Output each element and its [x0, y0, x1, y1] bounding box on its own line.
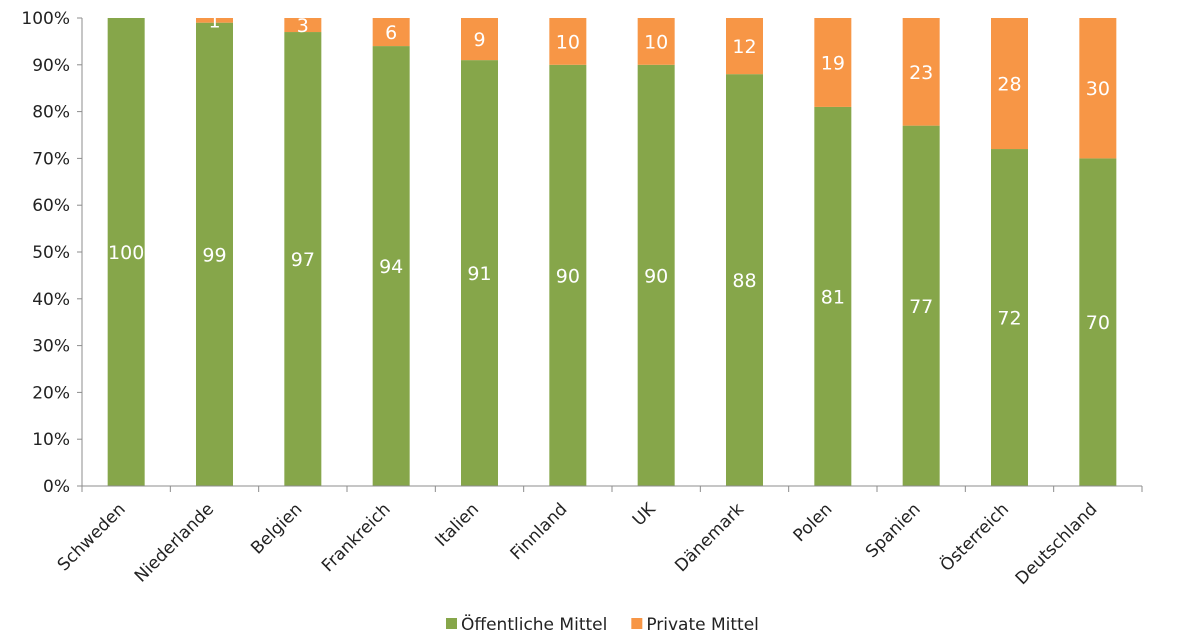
- data-label-private-mittel-polen: 19: [821, 52, 845, 74]
- category-label-frankreich: Frankreich: [318, 499, 395, 576]
- data-label-oeffentliche-mittel-belgien: 97: [291, 249, 315, 271]
- bar-private-mittel-spanien: [902, 18, 940, 126]
- bar-oeffentliche-mittel-spanien: [902, 125, 940, 486]
- data-label-private-mittel-belgien: 3: [297, 15, 309, 37]
- bar-private-mittel-frankreich: [372, 18, 410, 47]
- data-label-oeffentliche-mittel-frankreich: 94: [379, 256, 403, 278]
- data-label-private-mittel-spanien: 23: [909, 62, 933, 84]
- data-label-oeffentliche-mittel-polen: 81: [821, 286, 845, 308]
- data-label-private-mittel-oesterreich: 28: [997, 74, 1021, 96]
- bar-private-mittel-niederlande: [196, 18, 233, 23]
- y-tick-label: 20%: [32, 383, 70, 403]
- x-axis: Schweden Niederlande Belgien Frankreich Ital…: [54, 485, 1143, 589]
- y-tick-label: 100%: [21, 9, 70, 29]
- legend: Öffentliche Mittel Private Mittel: [446, 613, 759, 635]
- bar-private-mittel-oesterreich: [991, 18, 1028, 150]
- category-label-oesterreich: Österreich: [935, 498, 1013, 576]
- bar-private-mittel-uk: [637, 18, 675, 65]
- category-label-finnland: Finnland: [507, 499, 572, 564]
- legend-swatch-private-mittel: [631, 618, 643, 629]
- category-label-deutschland: Deutschland: [1012, 499, 1102, 589]
- category-label-italien: Italien: [432, 499, 483, 550]
- bar-private-mittel-belgien: [284, 18, 322, 33]
- legend-swatch-oeffentliche-mittel: [446, 618, 457, 629]
- bar-private-mittel-polen: [814, 18, 852, 107]
- category-label-schweden: Schweden: [54, 499, 130, 575]
- bar-private-mittel-italien: [461, 18, 498, 61]
- bar-private-mittel-finnland: [549, 18, 587, 65]
- bar-oeffentliche-mittel-oesterreich: [991, 149, 1028, 487]
- bar-oeffentliche-mittel-finnland: [549, 64, 587, 487]
- data-label-private-mittel-uk: 10: [644, 31, 668, 53]
- y-axis: 0% 10% 20% 30% 40% 50% 60% 70% 80% 90% 100%: [21, 9, 83, 497]
- data-label-oeffentliche-mittel-finnland: 90: [556, 265, 580, 287]
- data-label-oeffentliche-mittel-uk: 90: [644, 265, 668, 287]
- y-tick-label: 30%: [32, 337, 70, 357]
- bar-oeffentliche-mittel-daenemark: [726, 74, 763, 486]
- bar-oeffentliche-mittel-uk: [637, 64, 675, 487]
- category-label-belgien: Belgien: [247, 499, 306, 558]
- data-label-private-mittel-italien: 9: [473, 29, 485, 51]
- legend-label-oeffentliche-mittel: Öffentliche Mittel: [461, 613, 607, 635]
- legend-label-private-mittel: Private Mittel: [646, 615, 759, 635]
- category-label-polen: Polen: [790, 499, 837, 546]
- data-label-oeffentliche-mittel-deutschland: 70: [1086, 312, 1110, 334]
- bar-oeffentliche-mittel-schweden: [107, 18, 145, 486]
- bar-oeffentliche-mittel-frankreich: [372, 46, 410, 486]
- y-tick-label: 50%: [32, 243, 70, 263]
- y-tick-label: 80%: [32, 103, 70, 123]
- y-tick-label: 90%: [32, 56, 70, 76]
- category-label-niederlande: Niederlande: [131, 499, 218, 586]
- category-label-spanien: Spanien: [862, 499, 925, 562]
- data-label-oeffentliche-mittel-niederlande: 99: [202, 244, 226, 266]
- bars: 100 99 1 97 3 94 6 91 9 90 10 90 10 88 12 81 19 77 23 72 28 7…: [107, 10, 1117, 487]
- bar-oeffentliche-mittel-belgien: [284, 32, 322, 486]
- y-tick-label: 40%: [32, 290, 70, 310]
- data-label-oeffentliche-mittel-schweden: 100: [108, 242, 144, 264]
- bar-private-mittel-daenemark: [726, 18, 763, 75]
- bar-oeffentliche-mittel-italien: [461, 60, 498, 487]
- data-label-private-mittel-frankreich: 6: [385, 22, 397, 44]
- category-label-uk: UK: [629, 499, 660, 530]
- data-label-oeffentliche-mittel-spanien: 77: [909, 296, 933, 318]
- bar-oeffentliche-mittel-deutschland: [1079, 158, 1117, 486]
- data-label-private-mittel-niederlande: 1: [208, 10, 220, 32]
- data-label-oeffentliche-mittel-italien: 91: [467, 263, 491, 285]
- bar-oeffentliche-mittel-polen: [814, 106, 852, 487]
- y-tick-label: 70%: [32, 149, 70, 169]
- y-tick-label: 0%: [43, 477, 70, 497]
- bar-oeffentliche-mittel-niederlande: [196, 22, 233, 487]
- y-tick-label: 60%: [32, 196, 70, 216]
- bar-private-mittel-deutschland: [1079, 18, 1117, 159]
- category-label-daenemark: Dänemark: [671, 499, 748, 576]
- data-label-oeffentliche-mittel-oesterreich: 72: [997, 308, 1021, 330]
- data-label-oeffentliche-mittel-daenemark: 88: [732, 270, 756, 292]
- data-label-private-mittel-finnland: 10: [556, 31, 580, 53]
- y-tick-label: 10%: [32, 430, 70, 450]
- data-label-private-mittel-deutschland: 30: [1086, 78, 1110, 100]
- data-label-private-mittel-daenemark: 12: [732, 36, 756, 58]
